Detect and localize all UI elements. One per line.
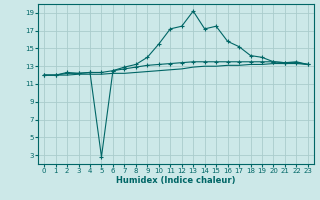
X-axis label: Humidex (Indice chaleur): Humidex (Indice chaleur) [116, 176, 236, 185]
